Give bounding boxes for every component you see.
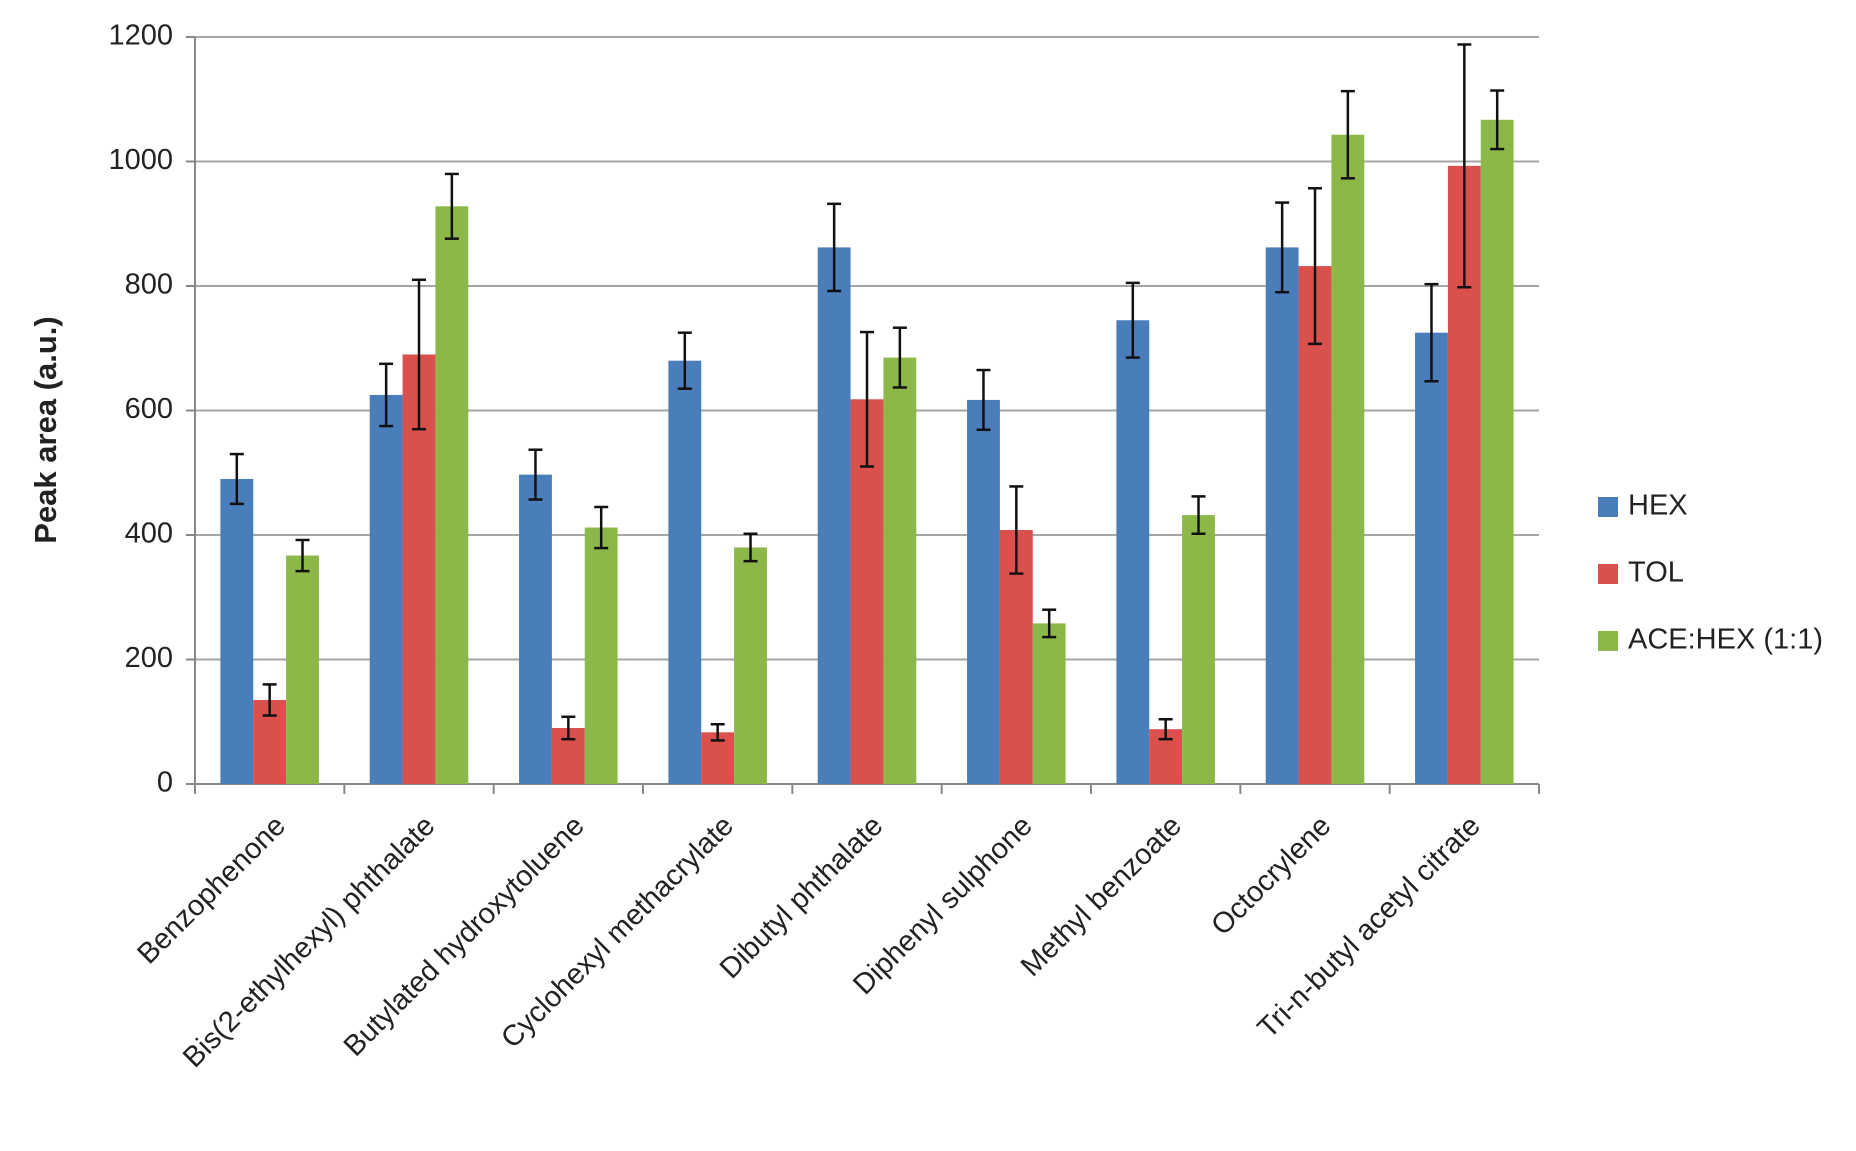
bar (668, 360, 702, 784)
bar (1265, 247, 1299, 784)
y-tick-label: 200 (125, 642, 173, 674)
y-tick-label: 400 (125, 518, 173, 550)
bar (584, 527, 618, 784)
error-bar (561, 715, 576, 741)
error-bar (1457, 43, 1472, 289)
y-axis-label: Peak area (a.u.) (28, 316, 63, 543)
error-bar (1275, 201, 1290, 294)
error-bar (594, 505, 609, 550)
bar (1032, 623, 1066, 784)
legend-swatch (1598, 564, 1618, 584)
bar (817, 247, 851, 784)
x-tick-label: Bis(2-ethylhexyl) phthalate (177, 810, 441, 1074)
error-bar (1042, 608, 1057, 639)
error-bar (892, 326, 907, 389)
x-tick-label: Benzophenone (131, 810, 292, 971)
error-bar (379, 362, 394, 428)
x-tick-label: Octocrylene (1205, 810, 1337, 942)
error-bar (1009, 485, 1024, 575)
error-bar (677, 331, 692, 390)
legend-label: ACE:HEX (1:1) (1628, 624, 1823, 656)
legend-swatch (1598, 497, 1618, 517)
bar (1182, 515, 1215, 784)
y-tick-label: 1200 (108, 20, 173, 52)
x-tick-label: Methyl benzoate (1015, 810, 1188, 983)
bar (286, 555, 319, 784)
bar (519, 474, 552, 784)
bar (369, 394, 403, 784)
error-bar (1308, 187, 1322, 346)
error-bar (229, 452, 244, 506)
error-bar (1125, 281, 1140, 359)
error-bar (528, 448, 543, 501)
error-bar (1340, 89, 1355, 180)
y-tick-label: 800 (125, 269, 173, 301)
bar (1480, 119, 1514, 785)
legend-swatch (1598, 631, 1618, 651)
error-bar (743, 532, 758, 563)
error-bar (860, 330, 874, 468)
error-bar (827, 202, 842, 293)
y-tick-label: 0 (157, 767, 173, 799)
legend-label: TOL (1628, 557, 1684, 589)
bar (967, 399, 1000, 784)
error-bar (1490, 89, 1505, 151)
error-bar (1191, 495, 1206, 536)
x-tick-label: Dibutyl phthalate (714, 810, 889, 985)
error-bar (1424, 282, 1439, 383)
bar (734, 547, 767, 784)
bar (220, 478, 254, 784)
error-bar (262, 683, 277, 717)
bar (883, 357, 917, 784)
error-bar (412, 278, 426, 431)
bar (1331, 134, 1365, 785)
error-bar (444, 172, 459, 240)
bar (435, 206, 469, 784)
bar (1116, 320, 1150, 784)
bar (1415, 332, 1448, 784)
error-bar (1158, 718, 1173, 741)
bar (1298, 266, 1332, 785)
y-tick-label: 1000 (108, 144, 173, 176)
error-bar (295, 538, 310, 573)
error-bar (976, 368, 991, 432)
legend-label: HEX (1628, 490, 1688, 522)
x-tick-label: Butylated hydroxytoluene (338, 810, 591, 1063)
error-bar (710, 722, 725, 742)
y-tick-label: 600 (125, 393, 173, 425)
